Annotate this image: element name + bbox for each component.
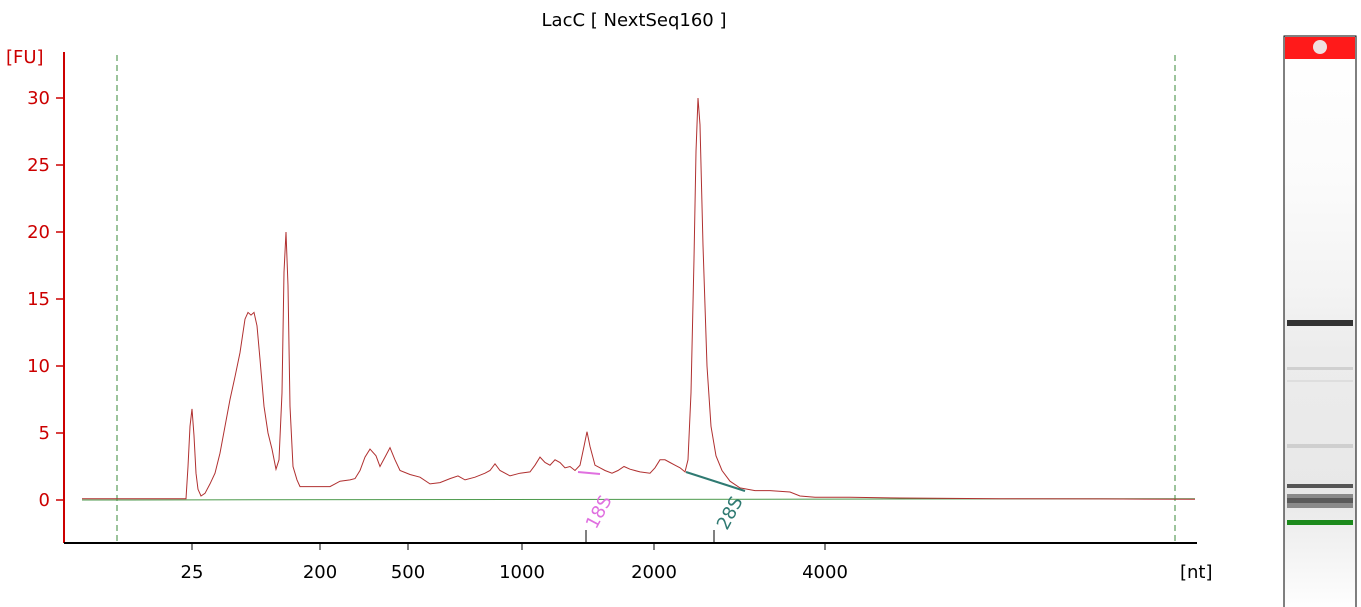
alignment-markers <box>116 55 1176 545</box>
gel-marker-dot <box>1313 40 1327 54</box>
chart-title: LacC [ NextSeq160 ] <box>542 10 727 31</box>
y-ticks: 0 5 10 15 20 25 30 <box>27 88 64 511</box>
y-axis-label: [FU] <box>6 47 44 68</box>
x-tick-label: 1000 <box>499 562 545 583</box>
gel-band-lower-1 <box>1287 484 1353 488</box>
x-tick-label: 500 <box>391 562 425 583</box>
x-axis-label: [nt] <box>1180 562 1213 583</box>
gel-band-28s <box>1287 320 1353 326</box>
y-tick-label: 20 <box>27 222 50 243</box>
fluorescence-trace <box>82 97 1196 500</box>
x-ticks: 25 200 500 1000 2000 4000 <box>181 543 848 583</box>
x-tick-label: 2000 <box>631 562 677 583</box>
y-tick-label: 0 <box>39 490 50 511</box>
y-tick-label: 30 <box>27 88 50 109</box>
x-tick-label: 4000 <box>802 562 848 583</box>
x-tick-label: 200 <box>303 562 337 583</box>
y-tick-label: 10 <box>27 356 50 377</box>
gel-lower-marker <box>1287 520 1353 525</box>
y-tick-label: 15 <box>27 289 50 310</box>
series-layer <box>81 97 1196 501</box>
y-tick-label: 25 <box>27 155 50 176</box>
gel-band-lower-3 <box>1287 498 1353 503</box>
marker-28s-bar <box>685 471 746 492</box>
y-tick-label: 5 <box>39 423 50 444</box>
gel-band-faint-1 <box>1287 367 1353 370</box>
x-tick-label: 25 <box>181 562 204 583</box>
marker-18s-bar <box>577 471 601 475</box>
gel-band-faint-2 <box>1287 380 1353 382</box>
gel-band-faint-3 <box>1287 444 1353 448</box>
